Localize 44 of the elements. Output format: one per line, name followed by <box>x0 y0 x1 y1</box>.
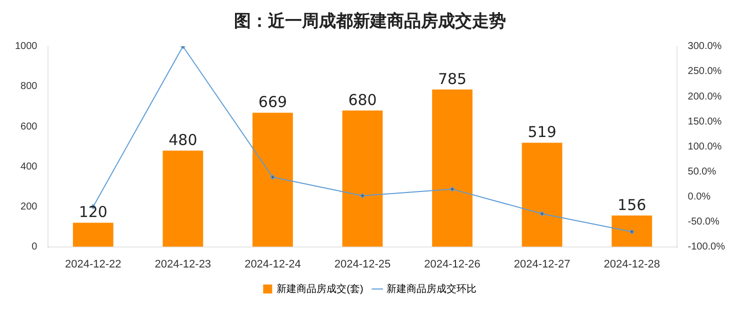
y-tick-label: 600 <box>20 121 38 132</box>
point <box>629 229 634 234</box>
data-label: 680 <box>348 90 377 109</box>
bar <box>252 112 293 247</box>
bar <box>612 216 652 247</box>
point <box>450 186 455 192</box>
x-tick-label: 2024-12-24 <box>244 258 301 270</box>
y-tick-label: 400 <box>20 161 38 172</box>
legend-label: 新建商品房成交环比 <box>386 282 476 295</box>
y2-tick-label: -100.0% <box>688 242 726 253</box>
y-tick-label: 200 <box>20 201 38 212</box>
y-tick-label: 0 <box>32 242 38 253</box>
bar <box>72 222 114 247</box>
y2-tick-label: -50.0% <box>688 216 720 228</box>
legend-label: 新建商品房成交(套) <box>276 282 364 295</box>
point <box>270 174 276 180</box>
y2-tick-label: 250.0% <box>688 66 722 78</box>
x-tick-label: 2024-12-25 <box>334 258 391 270</box>
point <box>540 211 545 216</box>
x-tick-label: 2024-12-28 <box>604 258 660 270</box>
data-label: 669 <box>258 93 288 112</box>
chart-title: 图：近一周成都新建商品房成交走势 <box>234 12 506 32</box>
x-tick-label: 2024-12-23 <box>154 258 212 270</box>
y2-tick-label: 100.0% <box>688 141 722 152</box>
data-label: 785 <box>438 70 467 88</box>
data-label: 480 <box>168 131 198 149</box>
y-tick-label: 1000 <box>14 41 38 52</box>
y2-tick-label: 200.0% <box>688 91 722 102</box>
y2-tick-label: 50.0% <box>688 166 716 178</box>
data-label: 156 <box>618 196 646 214</box>
x-tick-label: 2024-12-22 <box>65 258 122 270</box>
data-label: 519 <box>528 123 556 142</box>
point <box>360 193 365 198</box>
bar <box>342 110 383 247</box>
bar <box>162 150 204 247</box>
y2-tick-label: 150.0% <box>688 116 722 128</box>
bar <box>522 142 562 247</box>
y2-tick-label: 300.0% <box>688 41 722 52</box>
y-tick-label: 800 <box>20 81 38 92</box>
data-label: 120 <box>78 203 108 222</box>
bar <box>432 89 472 247</box>
x-tick-label: 2024-12-27 <box>514 258 570 270</box>
y2-tick-label: 0.0% <box>688 191 711 202</box>
x-tick-label: 2024-12-26 <box>424 258 480 270</box>
